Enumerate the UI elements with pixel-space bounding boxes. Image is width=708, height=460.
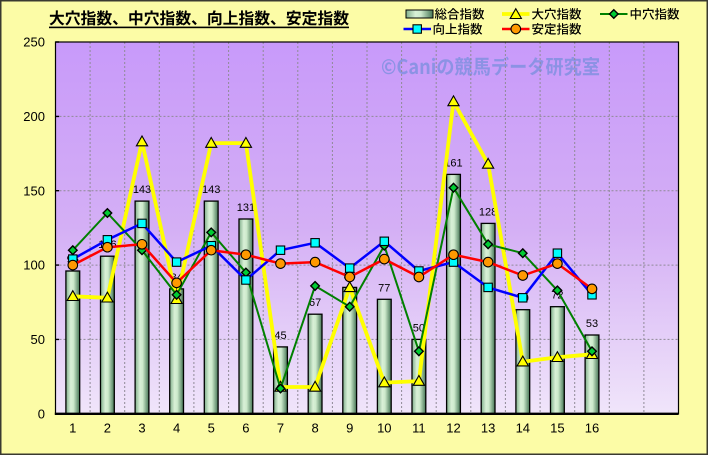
svg-text:1: 1 — [69, 421, 76, 436]
svg-text:143: 143 — [133, 184, 151, 196]
svg-text:10: 10 — [377, 421, 391, 436]
svg-text:150: 150 — [23, 183, 45, 198]
svg-text:143: 143 — [202, 184, 220, 196]
svg-text:6: 6 — [242, 421, 249, 436]
svg-text:14: 14 — [516, 421, 530, 436]
svg-text:3: 3 — [138, 421, 145, 436]
svg-text:50: 50 — [31, 332, 45, 347]
svg-text:53: 53 — [586, 318, 598, 330]
svg-text:131: 131 — [237, 202, 255, 214]
svg-text:12: 12 — [446, 421, 460, 436]
svg-text:15: 15 — [550, 421, 564, 436]
svg-text:0: 0 — [38, 406, 45, 421]
svg-text:13: 13 — [481, 421, 495, 436]
svg-text:5: 5 — [208, 421, 215, 436]
svg-text:128: 128 — [479, 206, 497, 218]
svg-text:2: 2 — [104, 421, 111, 436]
svg-text:200: 200 — [23, 109, 45, 124]
svg-text:16: 16 — [585, 421, 599, 436]
svg-text:50: 50 — [413, 322, 425, 334]
svg-text:9: 9 — [346, 421, 353, 436]
svg-text:8: 8 — [311, 421, 318, 436]
svg-text:11: 11 — [412, 421, 426, 436]
svg-text:45: 45 — [274, 330, 286, 342]
svg-text:72: 72 — [551, 290, 563, 302]
svg-text:77: 77 — [378, 282, 390, 294]
svg-text:161: 161 — [444, 157, 462, 169]
svg-text:67: 67 — [309, 297, 321, 309]
svg-text:100: 100 — [23, 258, 45, 273]
svg-text:7: 7 — [277, 421, 284, 436]
svg-text:250: 250 — [23, 35, 45, 50]
svg-text:4: 4 — [173, 421, 180, 436]
